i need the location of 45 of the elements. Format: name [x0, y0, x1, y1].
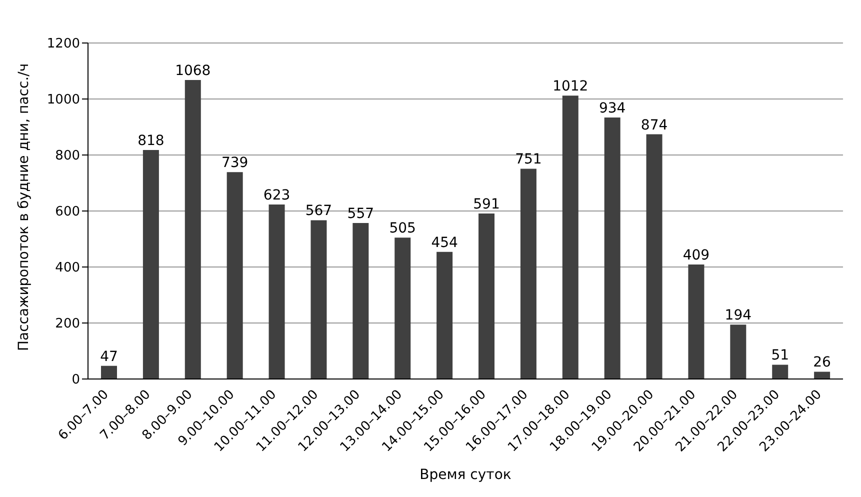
bar	[436, 252, 453, 379]
data-label: 1068	[175, 62, 211, 79]
y-tick-label: 0	[72, 372, 80, 388]
data-label: 454	[431, 234, 458, 251]
bar	[226, 172, 243, 379]
bar	[562, 96, 578, 379]
bar	[688, 264, 704, 379]
y-tick-label: 400	[55, 260, 80, 276]
data-label: 934	[598, 100, 626, 116]
data-label: 505	[389, 220, 416, 237]
bar	[310, 220, 327, 379]
y-tick-label: 600	[55, 204, 80, 220]
data-label: 591	[473, 196, 500, 213]
y-tick-label: 200	[55, 316, 80, 332]
bar	[142, 150, 159, 379]
bar	[772, 364, 788, 379]
data-label: 739	[221, 155, 248, 172]
data-label: 874	[640, 117, 668, 134]
data-label: 751	[515, 152, 542, 168]
bar	[352, 223, 369, 379]
bar	[268, 204, 285, 379]
data-label: 818	[138, 132, 164, 149]
bar	[101, 366, 117, 379]
bar	[604, 117, 620, 379]
y-axis-title: Пассажиропоток в будние дни, пасс./ч	[16, 63, 32, 351]
data-label: 47	[100, 348, 118, 365]
bar	[394, 238, 411, 379]
data-label: 1012	[552, 78, 588, 95]
data-label: 557	[347, 206, 374, 222]
bar	[184, 80, 201, 379]
bar	[478, 214, 494, 379]
bar	[646, 134, 662, 379]
y-tick-label: 800	[55, 148, 80, 164]
data-label: 623	[263, 188, 290, 204]
x-axis-title: Время суток	[420, 467, 512, 483]
bar	[814, 372, 830, 379]
data-label: 51	[771, 348, 790, 364]
y-tick-label: 1000	[46, 92, 80, 108]
bar	[730, 324, 746, 379]
data-label: 26	[813, 354, 832, 371]
bar	[520, 168, 536, 379]
data-label: 409	[682, 247, 710, 264]
y-tick-label: 1200	[46, 36, 80, 52]
data-label: 194	[724, 308, 752, 324]
data-label: 567	[305, 203, 332, 220]
